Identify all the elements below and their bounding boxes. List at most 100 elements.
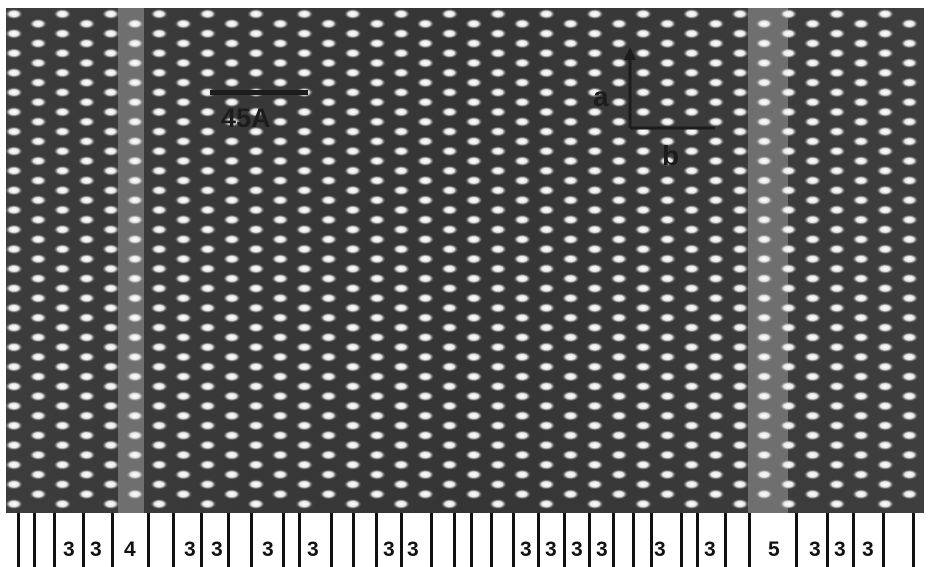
lattice-spot	[586, 126, 604, 137]
lattice-spot	[416, 273, 434, 284]
lattice-spot	[368, 136, 386, 147]
lattice-spot	[126, 97, 144, 108]
lattice-spot	[223, 312, 241, 323]
lattice-spot	[295, 381, 313, 392]
lattice-spot	[126, 430, 144, 441]
lattice-spot	[344, 185, 362, 196]
lattice-spot	[658, 136, 676, 147]
lattice-spot	[416, 254, 434, 264]
lattice-spot	[755, 136, 773, 147]
ruler-number: 3	[184, 538, 196, 561]
lattice-spot	[344, 107, 362, 117]
lattice-spot	[441, 322, 459, 333]
lattice-spot	[368, 391, 386, 402]
lattice-spot	[102, 342, 120, 353]
lattice-spot	[513, 410, 531, 421]
axis-a-label: a	[593, 81, 609, 112]
lattice-spot	[5, 48, 23, 59]
lattice-spot	[29, 391, 47, 402]
lattice-spot	[320, 58, 338, 68]
lattice-spot	[102, 126, 120, 137]
lattice-spot	[78, 136, 96, 147]
lattice-spot	[368, 430, 386, 441]
lattice-spot	[295, 67, 313, 78]
lattice-spot	[223, 430, 241, 441]
lattice-spot	[900, 410, 918, 421]
lattice-spot	[828, 459, 846, 470]
ruler-tick	[352, 513, 355, 567]
lattice-spot	[465, 450, 483, 460]
lattice-spot	[755, 97, 773, 108]
lattice-spot	[876, 67, 894, 78]
lattice-spot	[707, 156, 725, 166]
lattice-spot	[707, 273, 725, 284]
lattice-spot	[53, 107, 71, 117]
lattice-spot	[779, 205, 797, 215]
lattice-spot	[610, 371, 628, 382]
lattice-spot	[586, 303, 604, 313]
lattice-spot	[707, 312, 725, 323]
lattice-spot	[441, 185, 459, 196]
lattice-spot	[876, 401, 894, 411]
lattice-spot	[150, 303, 168, 313]
lattice-spot	[78, 38, 96, 49]
lattice-spot	[320, 195, 338, 206]
lattice-spot	[199, 420, 217, 431]
lattice-spot	[876, 107, 894, 117]
lattice-spot	[5, 420, 23, 431]
lattice-spot	[828, 87, 846, 98]
lattice-spot	[489, 224, 507, 235]
lattice-spot	[199, 205, 217, 215]
lattice-spot	[271, 312, 289, 323]
lattice-spot	[731, 28, 749, 39]
lattice-spot	[174, 332, 192, 343]
lattice-spot	[683, 499, 701, 509]
lattice-spot	[102, 361, 120, 372]
lattice-spot	[320, 293, 338, 304]
lattice-spot	[852, 136, 870, 147]
lattice-spot	[852, 371, 870, 382]
lattice-spot	[392, 244, 410, 255]
lattice-spot	[900, 469, 918, 480]
lattice-spot	[78, 234, 96, 245]
lattice-spot	[320, 254, 338, 264]
lattice-spot	[779, 401, 797, 411]
lattice-spot	[489, 28, 507, 39]
lattice-spot	[126, 38, 144, 49]
lattice-spot	[465, 58, 483, 68]
lattice-spot	[5, 107, 23, 117]
lattice-spot	[707, 136, 725, 147]
lattice-spot	[53, 303, 71, 313]
lattice-spot	[29, 136, 47, 147]
lattice-spot	[610, 97, 628, 108]
lattice-spot	[586, 401, 604, 411]
lattice-spot	[876, 87, 894, 98]
lattice-spot	[29, 430, 47, 441]
lattice-spot	[126, 489, 144, 500]
lattice-spot	[344, 303, 362, 313]
lattice-spot	[102, 244, 120, 255]
lattice-spot	[150, 48, 168, 59]
lattice-spot	[804, 195, 822, 206]
lattice-spot	[562, 77, 580, 88]
lattice-spot	[5, 381, 23, 392]
lattice-spot	[223, 18, 241, 29]
lattice-spot	[779, 322, 797, 333]
lattice-spot	[126, 450, 144, 460]
lattice-spot	[295, 263, 313, 274]
lattice-spot	[150, 224, 168, 235]
lattice-spot	[199, 28, 217, 39]
lattice-spot	[344, 479, 362, 490]
ruler-number: 3	[90, 538, 102, 561]
lattice-spot	[441, 459, 459, 470]
lattice-spot	[102, 263, 120, 274]
ruler-tick	[724, 513, 727, 567]
lattice-spot	[271, 450, 289, 460]
lattice-spot	[150, 361, 168, 372]
lattice-spot	[876, 205, 894, 215]
lattice-spot	[271, 469, 289, 480]
lattice-spot	[755, 254, 773, 264]
lattice-spot	[295, 107, 313, 117]
lattice-spot	[344, 459, 362, 470]
lattice-spot	[320, 410, 338, 421]
